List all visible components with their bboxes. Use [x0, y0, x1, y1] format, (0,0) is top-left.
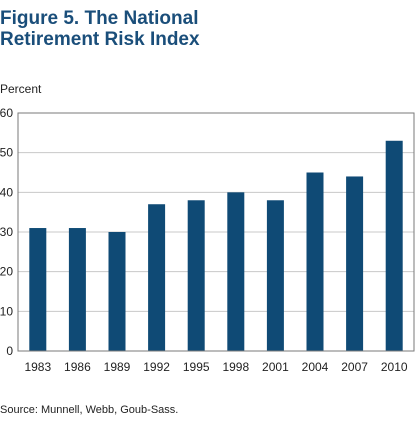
x-tick-label: 2007: [341, 360, 368, 374]
x-tick-label: 1995: [183, 360, 210, 374]
source-note: Source: Munnell, Webb, Goub-Sass.: [0, 404, 179, 416]
x-tick-label: 1998: [222, 360, 249, 374]
plot-frame: [17, 112, 415, 352]
bar-1995: [187, 200, 205, 351]
x-tick-label: 1983: [24, 360, 51, 374]
bar-2004: [306, 172, 324, 351]
x-tick-label: 1986: [64, 360, 91, 374]
bars: [29, 140, 403, 351]
y-tick-label: 50: [0, 146, 13, 160]
bar-1986: [68, 228, 86, 351]
bar-1998: [227, 192, 245, 351]
bar-1992: [148, 204, 166, 351]
y-tick-label: 60: [0, 106, 13, 120]
y-tick-label: 30: [0, 225, 13, 239]
y-tick-label: 20: [0, 265, 13, 279]
x-tick-label: 2001: [262, 360, 289, 374]
bar-2010: [385, 140, 403, 351]
y-axis-ticks: 0 10 20 30 40 50 60: [0, 106, 13, 358]
x-tick-label: 1992: [143, 360, 170, 374]
y-tick-label: 40: [0, 185, 13, 199]
y-tick-label: 10: [0, 304, 13, 318]
chart-title-line-1: Figure 5. The National: [0, 8, 199, 29]
bar-2001: [266, 200, 284, 351]
y-tick-label: 0: [6, 344, 13, 358]
bar-2007: [346, 176, 364, 351]
x-tick-label: 2010: [381, 360, 408, 374]
bar-1983: [29, 228, 47, 351]
bar-1989: [108, 232, 126, 351]
x-tick-label: 1989: [104, 360, 131, 374]
y-axis-label: Percent: [0, 82, 42, 96]
chart-title-line-2: Retirement Risk Index: [0, 29, 200, 50]
x-tick-label: 2004: [302, 360, 329, 374]
x-axis-ticks: 1983 1986 1989 1992 1995 1998 2001 2004 2007 2010: [24, 360, 407, 374]
chart-title: Figure 5. The National Retirement Risk I…: [0, 8, 200, 50]
